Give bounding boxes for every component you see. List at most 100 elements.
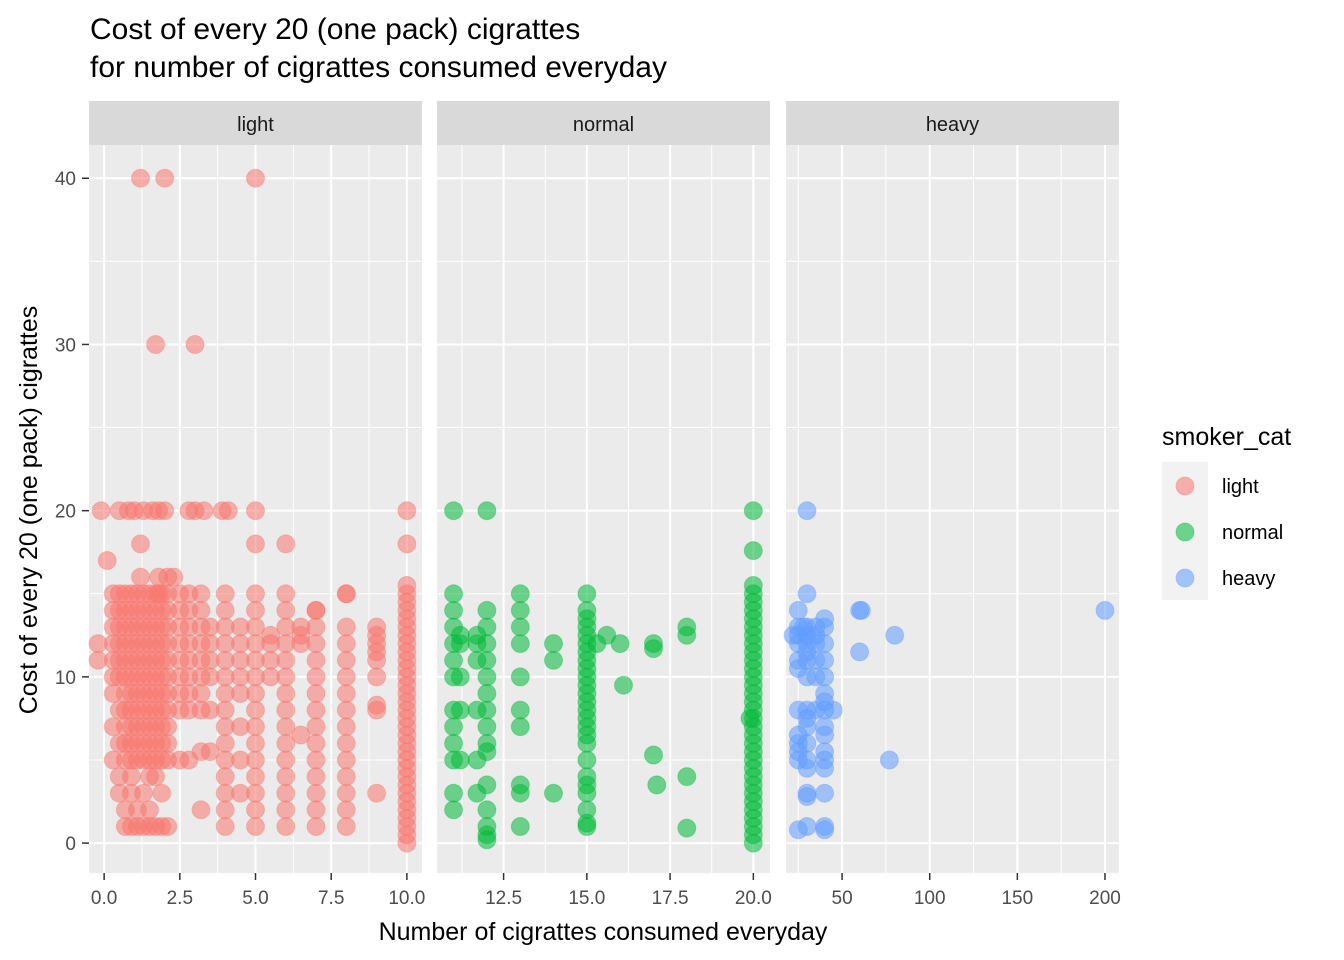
data-point [510, 584, 530, 604]
data-point [477, 600, 497, 620]
data-point [336, 667, 356, 687]
y-tick-label: 40 [55, 169, 76, 190]
data-point [823, 700, 843, 720]
chart-title-line-2: for number of cigrattes consumed everyda… [90, 51, 667, 84]
data-point [246, 168, 265, 188]
data-point [397, 501, 417, 521]
facet-strip-label: normal [573, 114, 634, 136]
data-point [477, 733, 497, 753]
data-point [794, 617, 813, 637]
data-point [879, 750, 899, 770]
legend-key-light [1175, 476, 1195, 496]
data-point [276, 534, 296, 554]
data-point [246, 817, 265, 836]
facet-strip [89, 101, 422, 145]
data-point [246, 700, 265, 720]
data-point [597, 625, 617, 645]
data-point [336, 733, 356, 753]
data-point [276, 750, 296, 770]
y-tick-label: 0 [65, 834, 76, 855]
legend-label-normal: normal [1222, 522, 1283, 544]
data-point [677, 617, 697, 637]
data-point [614, 675, 633, 695]
data-point [510, 717, 530, 737]
data-point [246, 534, 265, 554]
legend: smoker_cat light normal heavy [1162, 423, 1291, 600]
data-point [544, 634, 563, 654]
data-point [131, 168, 150, 188]
data-point [246, 717, 265, 737]
legend-label-light: light [1222, 476, 1259, 498]
legend-key-normal [1175, 522, 1195, 542]
data-point [815, 650, 835, 670]
data-point [276, 800, 296, 820]
data-point [306, 684, 326, 703]
data-point [185, 335, 205, 354]
data-point [477, 617, 497, 637]
data-point [140, 800, 159, 820]
data-point [397, 534, 417, 554]
facet-strip [437, 101, 770, 145]
data-point [306, 800, 326, 820]
x-tick-label: 150 [1001, 888, 1033, 909]
data-point [306, 750, 326, 770]
data-point [677, 767, 697, 787]
data-point [815, 717, 835, 737]
data-point [444, 733, 464, 753]
data-point [797, 584, 817, 604]
data-point [306, 667, 326, 687]
y-tick-label: 30 [55, 335, 76, 356]
data-point [544, 783, 563, 803]
data-point [215, 700, 235, 720]
data-point [743, 576, 763, 595]
data-point [121, 767, 141, 787]
data-point [367, 783, 387, 803]
data-point [885, 625, 905, 645]
x-tick-label: 10.0 [388, 888, 425, 909]
data-point [510, 775, 530, 795]
data-point [246, 584, 265, 604]
data-point [367, 695, 387, 715]
data-point [218, 501, 238, 521]
data-point [677, 818, 697, 838]
x-tick-label: 20.0 [735, 888, 772, 909]
data-point [194, 501, 214, 521]
data-point [246, 783, 265, 803]
facet-normal: normal 12.5 15.0 17.5 20.0 [437, 101, 772, 909]
data-point [815, 634, 835, 654]
data-point [477, 700, 497, 720]
data-point [276, 584, 296, 604]
data-point [158, 817, 178, 836]
data-point [477, 667, 497, 687]
x-tick-label: 17.5 [652, 888, 689, 909]
x-tick-label: 15.0 [568, 888, 605, 909]
data-point [306, 717, 326, 737]
data-point [444, 584, 464, 604]
data-point [246, 767, 265, 787]
data-point [510, 617, 530, 637]
data-point [336, 800, 356, 820]
data-point [155, 501, 175, 521]
data-point [444, 783, 464, 803]
data-point [146, 767, 166, 787]
data-point [306, 733, 326, 753]
facet-strip-label: heavy [926, 114, 979, 136]
data-point [155, 168, 175, 188]
data-point [191, 800, 211, 820]
facet-panels: 0 10 20 30 40 light 0.0 2.5 5.0 7.5 10.0 normal 12.5… [55, 101, 1121, 909]
data-point [146, 335, 166, 354]
panel-background [786, 145, 1119, 873]
data-point [815, 742, 835, 762]
data-point [743, 541, 763, 561]
data-point [444, 800, 464, 820]
data-point [191, 684, 211, 703]
data-point [797, 501, 817, 521]
data-point [477, 684, 497, 703]
facet-strip [786, 101, 1119, 145]
data-point [510, 700, 530, 720]
facet-strip-label: light [237, 114, 274, 136]
data-point [644, 745, 663, 765]
data-point [850, 642, 870, 662]
data-point [336, 783, 356, 803]
data-point [577, 800, 597, 820]
